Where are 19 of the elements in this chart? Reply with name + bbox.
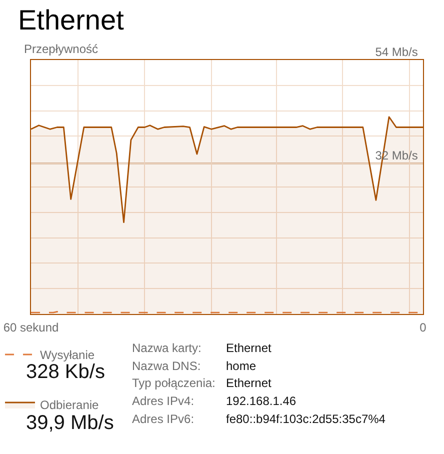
chart-title: Ethernet xyxy=(18,4,124,36)
text: home xyxy=(226,359,256,373)
x-tick-label: 0 xyxy=(420,320,427,334)
y-axis-title: Przepływność xyxy=(24,42,98,56)
legend-label: Wysyłanie xyxy=(40,348,95,362)
text: 192.168.1.46 xyxy=(226,394,296,408)
x-tick-label: 60 sekund xyxy=(3,320,59,334)
text: Adres IPv4: xyxy=(132,394,194,408)
text: Ethernet xyxy=(226,341,272,355)
y-tick-label: 54 Mb/s xyxy=(375,44,418,59)
text: Typ połączenia: xyxy=(132,376,216,390)
text: Adres IPv6: xyxy=(132,412,194,426)
text: Ethernet xyxy=(226,376,272,390)
text: fe80::b94f:103c:2d55:35c7%4 xyxy=(226,412,386,426)
legend-label: Odbieranie xyxy=(40,398,100,412)
text: 328 Kb/s xyxy=(26,361,105,383)
text: Nazwa karty: xyxy=(132,341,202,355)
text: Nazwa DNS: xyxy=(132,359,201,373)
text: 39,9 Mb/s xyxy=(26,412,114,434)
